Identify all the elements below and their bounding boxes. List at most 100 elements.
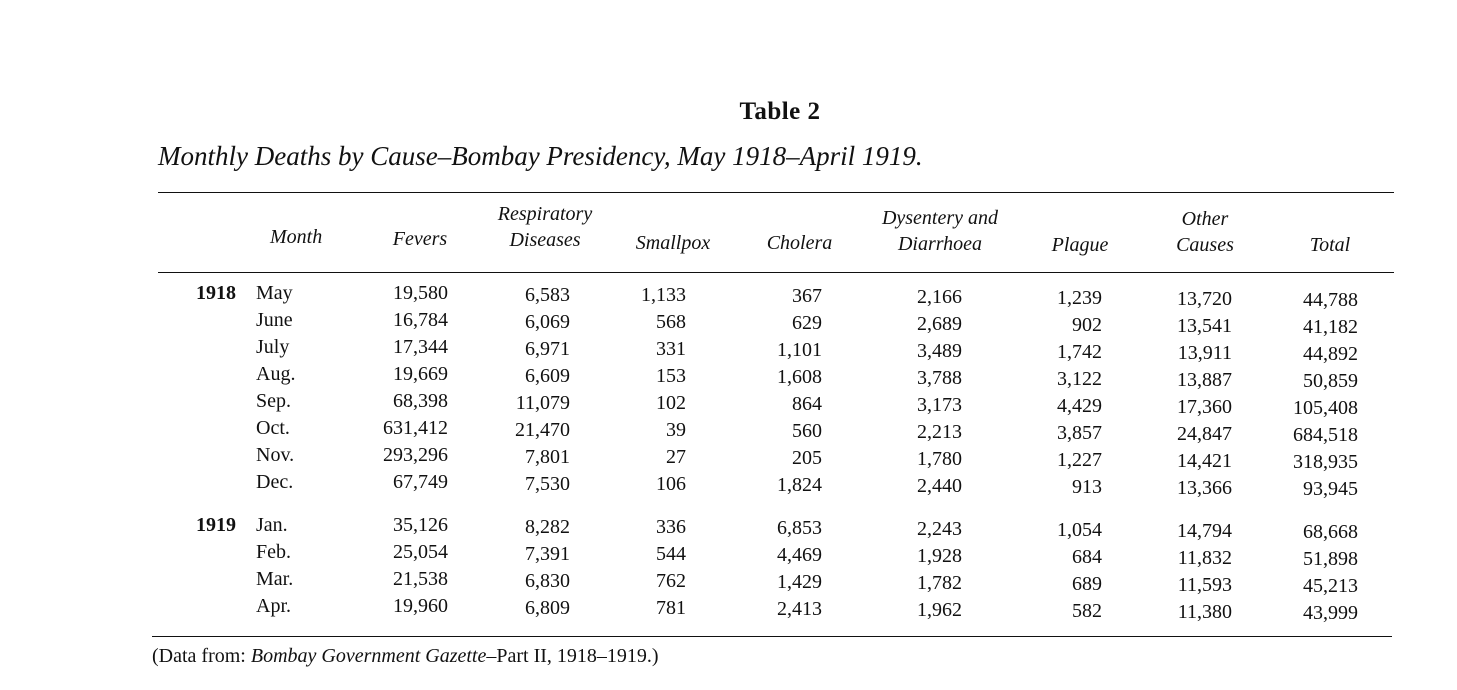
- cell-respiratory: 6,069: [525, 311, 570, 333]
- cell-fevers: 16,784: [393, 309, 448, 331]
- table-row: 1919 Jan. 35,126 8,282 336 6,853 2,243 1,054 14,…: [0, 512, 1457, 543]
- cell-total: 318,935: [1293, 451, 1358, 473]
- cell-respiratory: 7,391: [525, 543, 570, 565]
- cell-dysentery: 3,489: [917, 340, 962, 362]
- cell-fevers: 19,960: [393, 595, 448, 617]
- source-note: (Data from: Bombay Government Gazette–Pa…: [152, 645, 659, 667]
- cell-smallpox: 331: [656, 338, 686, 360]
- cell-cholera: 560: [792, 420, 822, 442]
- cell-cholera: 1,101: [777, 339, 822, 361]
- cell-plague: 582: [1072, 600, 1102, 622]
- cell-month: Oct.: [256, 417, 290, 439]
- header-other-causes: Other Causes: [1176, 208, 1234, 256]
- cell-total: 51,898: [1303, 548, 1358, 570]
- cell-fevers: 68,398: [393, 390, 448, 412]
- cell-respiratory: 11,079: [515, 392, 570, 414]
- cell-smallpox: 781: [656, 597, 686, 619]
- cell-respiratory: 7,530: [525, 473, 570, 495]
- cell-total: 43,999: [1303, 602, 1358, 624]
- cell-cholera: 2,413: [777, 598, 822, 620]
- header-total: Total: [1309, 234, 1351, 256]
- table-row: Nov. 293,296 7,801 27 205 1,780 1,227 14,421 318…: [0, 442, 1457, 473]
- cell-other-causes: 17,360: [1177, 396, 1232, 418]
- cell-year: 1918: [196, 282, 236, 304]
- cell-total: 93,945: [1303, 478, 1358, 500]
- cell-month: Mar.: [256, 568, 294, 590]
- cell-cholera: 864: [792, 393, 822, 415]
- cell-year: 1919: [196, 514, 236, 536]
- cell-other-causes: 13,366: [1177, 477, 1232, 499]
- table-row: Aug. 19,669 6,609 153 1,608 3,788 3,122 13,887 5…: [0, 361, 1457, 392]
- cell-fevers: 67,749: [393, 471, 448, 493]
- cell-plague: 3,122: [1057, 368, 1102, 390]
- cell-other-causes: 13,541: [1177, 315, 1232, 337]
- cell-dysentery: 2,440: [917, 475, 962, 497]
- table-row: June 16,784 6,069 568 629 2,689 902 13,541 41,18…: [0, 307, 1457, 338]
- cell-dysentery: 2,213: [917, 421, 962, 443]
- cell-smallpox: 762: [656, 570, 686, 592]
- cell-other-causes: 11,593: [1177, 574, 1232, 596]
- cell-total: 41,182: [1303, 316, 1358, 338]
- cell-smallpox: 106: [656, 473, 686, 495]
- cell-month: May: [256, 282, 293, 304]
- cell-respiratory: 6,971: [525, 338, 570, 360]
- cell-plague: 1,054: [1057, 519, 1102, 541]
- cell-dysentery: 2,689: [917, 313, 962, 335]
- cell-plague: 902: [1072, 314, 1102, 336]
- header-respiratory: Respiratory Diseases: [497, 203, 593, 251]
- cell-dysentery: 1,780: [917, 448, 962, 470]
- header-cholera: Cholera: [766, 232, 833, 254]
- cell-other-causes: 13,720: [1177, 288, 1232, 310]
- cell-total: 105,408: [1293, 397, 1358, 419]
- cell-fevers: 293,296: [383, 444, 448, 466]
- cell-fevers: 35,126: [393, 514, 448, 536]
- cell-smallpox: 102: [656, 392, 686, 414]
- table-row: Feb. 25,054 7,391 544 4,469 1,928 684 11,832 51,…: [0, 539, 1457, 570]
- cell-dysentery: 2,166: [917, 286, 962, 308]
- cell-dysentery: 3,173: [917, 394, 962, 416]
- cell-fevers: 25,054: [393, 541, 448, 563]
- cell-other-causes: 11,832: [1177, 547, 1232, 569]
- table-row: Mar. 21,538 6,830 762 1,429 1,782 689 11,593 45,…: [0, 566, 1457, 597]
- cell-other-causes: 13,911: [1177, 342, 1232, 364]
- cell-other-causes: 11,380: [1177, 601, 1232, 623]
- table-row: Dec. 67,749 7,530 106 1,824 2,440 913 13,366 93,…: [0, 469, 1457, 500]
- cell-fevers: 19,580: [393, 282, 448, 304]
- cell-respiratory: 6,809: [525, 597, 570, 619]
- cell-cholera: 1,608: [777, 366, 822, 388]
- table-row: 1918 May 19,580 6,583 1,133 367 2,166 1,239 13,7…: [0, 280, 1457, 311]
- cell-month: Dec.: [256, 471, 294, 493]
- cell-total: 45,213: [1303, 575, 1358, 597]
- cell-month: July: [256, 336, 290, 358]
- cell-total: 44,892: [1303, 343, 1358, 365]
- cell-dysentery: 1,962: [917, 599, 962, 621]
- cell-plague: 913: [1072, 476, 1102, 498]
- cell-total: 684,518: [1293, 424, 1358, 446]
- cell-total: 44,788: [1303, 289, 1358, 311]
- cell-plague: 4,429: [1057, 395, 1102, 417]
- cell-other-causes: 14,794: [1177, 520, 1232, 542]
- cell-month: Jan.: [256, 514, 288, 536]
- cell-cholera: 629: [792, 312, 822, 334]
- cell-smallpox: 27: [666, 446, 686, 468]
- cell-respiratory: 6,609: [525, 365, 570, 387]
- source-publication: Bombay Government Gazette: [250, 645, 487, 667]
- cell-cholera: 205: [792, 447, 822, 469]
- cell-smallpox: 1,133: [641, 284, 686, 306]
- table-caption: Monthly Deaths by Cause–Bombay Presidenc…: [158, 141, 923, 171]
- cell-dysentery: 1,928: [917, 545, 962, 567]
- cell-smallpox: 568: [656, 311, 686, 333]
- cell-month: Apr.: [256, 595, 291, 617]
- cell-dysentery: 3,788: [917, 367, 962, 389]
- cell-plague: 1,239: [1057, 287, 1102, 309]
- cell-plague: 1,742: [1057, 341, 1102, 363]
- cell-other-causes: 14,421: [1177, 450, 1232, 472]
- cell-total: 50,859: [1303, 370, 1358, 392]
- cell-month: Sep.: [256, 390, 291, 412]
- cell-month: Feb.: [256, 541, 291, 563]
- table-row: Sep. 68,398 11,079 102 864 3,173 4,429 17,360 10…: [0, 388, 1457, 419]
- cell-smallpox: 544: [656, 543, 686, 565]
- cell-plague: 684: [1072, 546, 1102, 568]
- cell-smallpox: 336: [656, 516, 686, 538]
- cell-fevers: 21,538: [393, 568, 448, 590]
